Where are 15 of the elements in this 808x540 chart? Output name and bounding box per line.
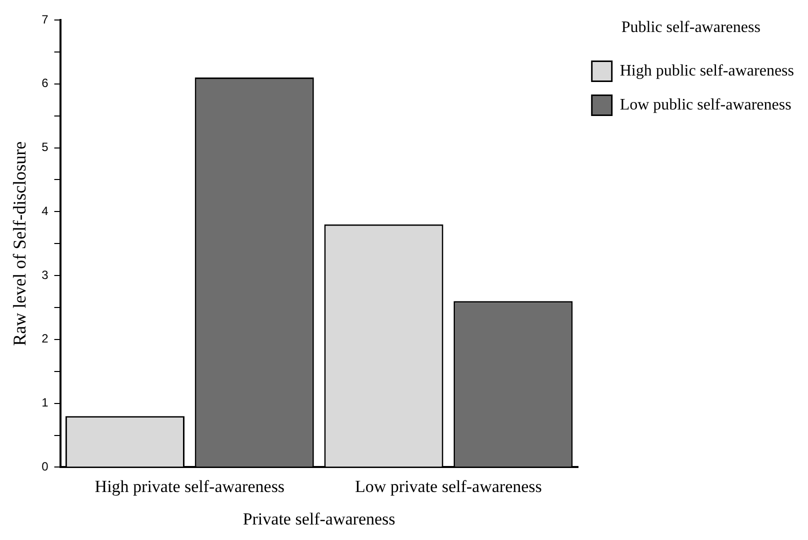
legend-label: Low public self-awareness [620, 96, 792, 114]
y-tick-label: 2 [42, 332, 49, 346]
y-tick-label: 0 [42, 460, 49, 474]
x-tick-label: Low private self-awareness [354, 476, 542, 496]
y-tick-label: 4 [42, 204, 49, 218]
y-tick-label: 3 [42, 268, 49, 282]
legend-title: Public self-awareness [621, 19, 760, 36]
legend-label: High public self-awareness [620, 62, 794, 80]
y-tick-label: 5 [42, 140, 49, 154]
y-tick-label: 6 [42, 76, 49, 90]
y-tick-label: 1 [42, 396, 49, 410]
x-tick-label: High private self-awareness [94, 476, 285, 496]
y-axis-title: Raw level of Self-disclosure [10, 141, 30, 346]
x-axis-title: Private self-awareness [242, 509, 396, 528]
y-tick-label: 7 [42, 12, 49, 26]
